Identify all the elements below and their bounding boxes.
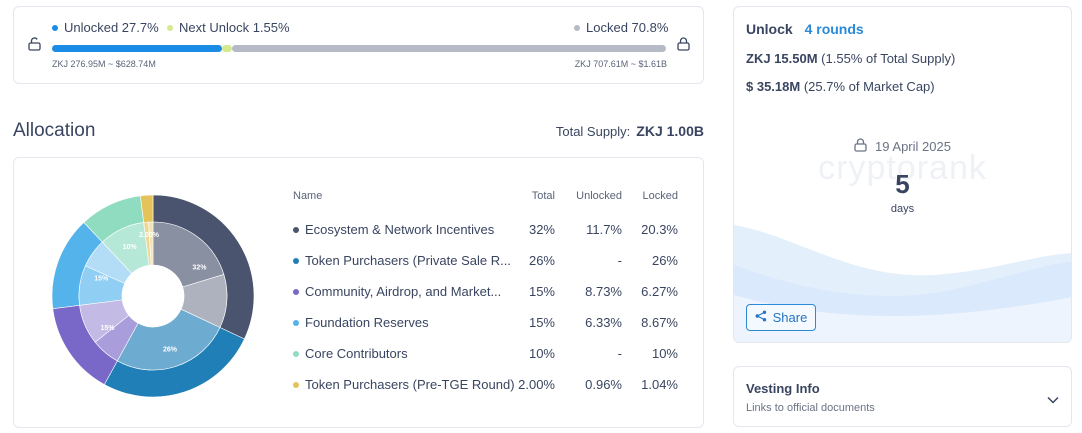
legend-next-label: Next Unlock 1.55% [179, 20, 290, 35]
total-supply-label: Total Supply: [555, 124, 631, 139]
donut-slice-label: 10% [123, 244, 138, 251]
locked-dot [574, 24, 580, 31]
row-color-dot [293, 227, 299, 233]
row-total: 15% [528, 315, 555, 330]
total-supply-value: ZKJ 1.00B [636, 123, 704, 139]
lock-icon [854, 138, 867, 155]
legend-next-unlock: Next Unlock 1.55% [167, 20, 290, 35]
row-name: Foundation Reserves [305, 315, 429, 330]
row-color-dot [293, 382, 299, 388]
legend-locked-label: Locked 70.8% [586, 20, 669, 35]
donut-slice-label: 15% [94, 275, 109, 282]
donut-slice-label: 15% [101, 325, 116, 332]
row-total: 26% [528, 253, 555, 268]
unlocked-dot [52, 24, 58, 31]
unlocked-value: ZKJ 276.95M ~ $628.74M [52, 59, 156, 69]
col-total-header: Total [531, 190, 555, 202]
row-total: 15% [528, 284, 555, 299]
donut-slice-label: 26% [163, 346, 178, 353]
row-color-dot [293, 258, 299, 264]
share-icon [755, 310, 767, 325]
locked-bar [232, 45, 666, 52]
col-locked-header: Locked [642, 190, 678, 202]
row-locked: 10% [651, 346, 678, 361]
legend-unlocked: Unlocked 27.7% [52, 20, 159, 35]
allocation-donut-chart: 32% 26% 15% 15% 10%2.00% [51, 194, 255, 398]
allocation-title: Allocation [13, 120, 96, 141]
total-supply: Total Supply: ZKJ 1.00B [556, 123, 704, 139]
share-label: Share [772, 310, 808, 325]
wave-background [734, 225, 1071, 342]
vesting-info-card[interactable]: Vesting Info Links to official documents [733, 366, 1072, 427]
unlock-progress-card: Unlocked 27.7% Next Unlock 1.55% Locked … [13, 6, 704, 84]
usd-amount: $ 35.18M [746, 79, 801, 94]
unlock-token-amount: ZKJ 15.50M (1.55% of Total Supply) [746, 51, 955, 66]
next-unlock-card: Unlock 4 rounds ZKJ 15.50M (1.55% of Tot… [733, 6, 1072, 343]
token-amount: ZKJ 15.50M [746, 51, 818, 66]
locked-value: ZKJ 707.61M ~ $1.61B [574, 59, 667, 69]
vesting-subtitle: Links to official documents [746, 402, 875, 414]
row-total: 2.00% [518, 377, 555, 392]
row-color-dot [293, 351, 299, 357]
row-locked: 1.04% [641, 377, 678, 392]
donut-hole [122, 265, 184, 327]
donut-slice-label: 32% [192, 265, 207, 272]
usd-amount-note: (25.7% of Market Cap) [803, 79, 935, 94]
allocation-card: 32% 26% 15% 15% 10% 2.00% [13, 157, 704, 428]
row-unlocked: - [617, 346, 622, 361]
row-name: Token Purchasers (Pre-TGE Round) [305, 377, 515, 392]
unlock-title: Unlock [746, 21, 793, 37]
col-name-header: Name [293, 190, 323, 202]
chevron-down-icon[interactable] [1047, 391, 1059, 409]
watermark: cryptorank [818, 149, 987, 187]
legend-unlocked-label: Unlocked 27.7% [64, 20, 159, 35]
row-locked: 20.3% [641, 222, 678, 237]
row-locked: 6.27% [641, 284, 678, 299]
countdown-days-value: 5 [895, 169, 910, 199]
row-name: Token Purchasers (Private Sale R... [305, 253, 511, 268]
row-unlocked: 0.96% [585, 377, 622, 392]
unlock-date-row: 19 April 2025 [734, 138, 1071, 155]
unlock-header: Unlock 4 rounds [746, 21, 864, 37]
countdown-days-label: days [890, 203, 915, 215]
lock-open-icon [28, 37, 41, 56]
token-amount-note: (1.55% of Total Supply) [821, 51, 956, 66]
row-total: 32% [528, 222, 555, 237]
unlock-date: 19 April 2025 [875, 139, 951, 154]
legend-locked: Locked 70.8% [574, 20, 668, 35]
row-color-dot [293, 320, 299, 326]
row-unlocked: 8.73% [585, 284, 622, 299]
col-unlocked-header: Unlocked [576, 190, 622, 202]
row-locked: 26% [651, 253, 678, 268]
next-unlock-dot [167, 24, 173, 31]
rounds-link[interactable]: 4 rounds [804, 21, 864, 37]
row-name: Core Contributors [305, 346, 408, 361]
row-name: Ecosystem & Network Incentives [305, 222, 495, 237]
vesting-title: Vesting Info [746, 381, 820, 396]
next-unlock-bar [222, 45, 232, 52]
donut-slice-label: 2.00% [139, 232, 160, 239]
row-name: Community, Airdrop, and Market... [305, 284, 502, 299]
unlock-usd-amount: $ 35.18M (25.7% of Market Cap) [746, 79, 935, 94]
row-unlocked: - [617, 253, 622, 268]
unlocked-bar [52, 45, 222, 52]
row-color-dot [293, 289, 299, 295]
lock-icon [677, 37, 690, 56]
share-button[interactable]: Share [746, 304, 816, 331]
row-locked: 8.67% [641, 315, 678, 330]
row-unlocked: 6.33% [585, 315, 622, 330]
row-total: 10% [528, 346, 555, 361]
row-unlocked: 11.7% [586, 222, 622, 237]
